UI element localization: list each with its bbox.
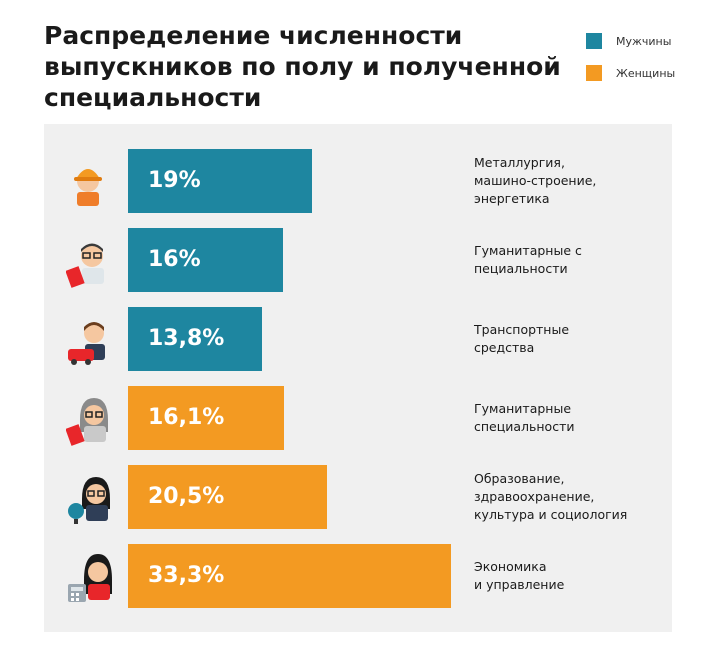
category-label: Экономика и управление [474, 559, 565, 592]
legend-swatch-women [586, 65, 602, 81]
bar-value-label: 13,8% [148, 326, 225, 351]
category-label: Гуманитарные с пециальности [474, 243, 582, 276]
driver-icon [66, 311, 116, 373]
category-label: Транспортные средства [474, 322, 570, 355]
bar [128, 307, 262, 371]
chart-title: Распределение численности выпускников по… [44, 21, 561, 112]
bar-value-label: 19% [148, 168, 201, 193]
female-educator-icon [66, 469, 116, 531]
legend: Мужчины Женщины [586, 32, 675, 96]
legend-item-men: Мужчины [586, 32, 675, 50]
bar-value-label: 33,3% [148, 563, 225, 588]
accountant-icon [66, 548, 116, 610]
legend-swatch-men [586, 33, 602, 49]
bar [128, 544, 451, 608]
category-label: Гуманитарные специальности [474, 401, 575, 434]
engineer-icon [66, 153, 116, 215]
category-label: Металлургия, машино-строение, энергетика [474, 155, 597, 206]
legend-label-men: Мужчины [616, 34, 672, 48]
bar-value-label: 16,1% [148, 405, 225, 430]
chart-panel: 19% Металлургия, машино-строение, энергет… [44, 124, 672, 632]
legend-label-women: Женщины [616, 66, 676, 80]
bar [128, 386, 284, 450]
female-teacher-icon [65, 390, 116, 452]
bar [128, 149, 312, 213]
male-teacher-icon [65, 232, 116, 294]
bar-value-label: 16% [148, 247, 201, 272]
category-label: Образование, здравоохранение, культура и… [474, 471, 628, 522]
legend-item-women: Женщины [586, 64, 675, 82]
bar-value-label: 20,5% [148, 484, 225, 509]
bar [128, 228, 283, 292]
bar [128, 465, 327, 529]
